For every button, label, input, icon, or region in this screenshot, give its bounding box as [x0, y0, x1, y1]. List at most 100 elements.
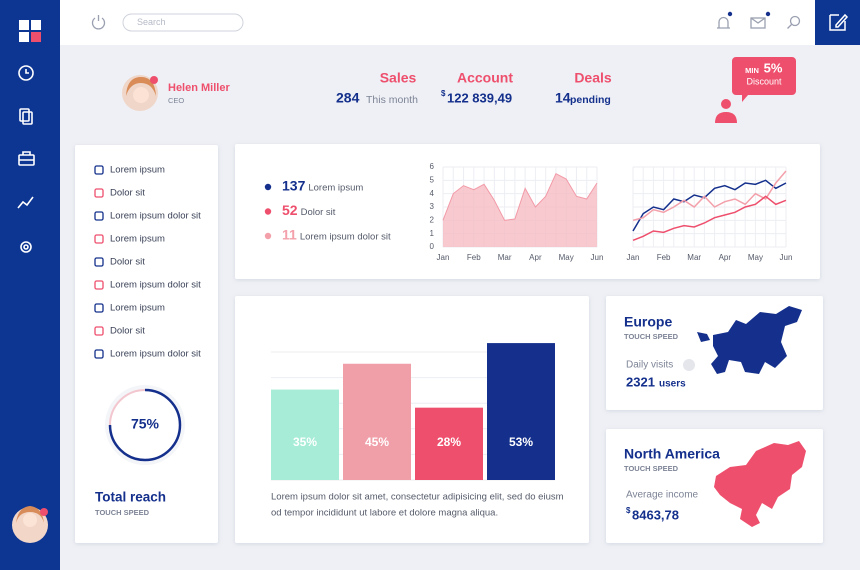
promo-label: Discount [746, 76, 782, 86]
region-value: 2321 [626, 374, 655, 389]
legend-value: 11 [282, 227, 297, 243]
x-tick-label: May [559, 253, 574, 262]
menu-icon[interactable] [94, 280, 104, 290]
nav-icons[interactable] [17, 65, 35, 253]
promo-bubble[interactable] [732, 57, 796, 102]
stat-value: 14 [555, 90, 571, 106]
menu-icon[interactable] [94, 165, 104, 175]
legend-text: Dolor sit [301, 207, 336, 218]
legend-dot [264, 232, 272, 240]
legend-text: Lorem ipsum [308, 183, 363, 194]
y-tick-label: 5 [430, 175, 435, 184]
region-label: Daily visits [626, 360, 673, 371]
x-tick-label: Mar [687, 253, 701, 262]
menu-item[interactable]: Lorem ipsum dolor sit [110, 349, 201, 360]
x-tick-label: Mar [498, 253, 512, 262]
legend-value: 137 [282, 178, 306, 194]
bar-caption: od tempor incididunt ut labore et dolore… [271, 508, 498, 519]
x-tick-label: Feb [467, 253, 481, 262]
region-label: Average income [626, 490, 699, 501]
stat-note: This month [366, 94, 418, 106]
x-tick-label: May [748, 253, 763, 262]
search-placeholder: Search [137, 17, 166, 27]
menu-item[interactable]: Lorem ipsum dolor sit [110, 280, 201, 291]
menu-icon[interactable] [94, 257, 104, 267]
bar-label: 28% [437, 435, 461, 449]
y-tick-label: 0 [430, 242, 435, 251]
line [632, 195, 787, 242]
y-tick-label: 4 [430, 189, 435, 198]
promo-prefix: MIN [745, 66, 759, 75]
x-tick-label: Feb [657, 253, 671, 262]
power-icon[interactable] [91, 15, 106, 30]
region-title: North America [624, 446, 720, 462]
bar[interactable] [487, 343, 555, 480]
bar[interactable] [415, 407, 483, 480]
menu-item[interactable]: Dolor sit [110, 257, 145, 268]
donut-label: 75% [131, 416, 160, 432]
menu-item[interactable]: Dolor sit [110, 188, 145, 199]
legend-text: Lorem ipsum dolor sit [300, 232, 391, 243]
sidebar [0, 0, 60, 570]
menu-icon[interactable] [94, 303, 104, 313]
person-icon [715, 99, 737, 123]
stat-title: Sales [380, 70, 417, 86]
y-tick-label: 1 [430, 229, 435, 238]
menu-icon[interactable] [94, 211, 104, 221]
reach-title: Total reach [95, 490, 166, 505]
menu-item[interactable]: Lorem ipsum [110, 234, 165, 245]
x-tick-label: Apr [719, 253, 732, 262]
menu-icon[interactable] [94, 188, 104, 198]
y-tick-label: 2 [430, 215, 435, 224]
user-icon [683, 359, 695, 371]
stat-title: Deals [574, 70, 612, 86]
region-unit: users [659, 379, 686, 390]
reach-subtitle: TOUCH SPEED [95, 508, 150, 517]
donut-arc [108, 388, 182, 462]
x-tick-label: Jan [627, 253, 640, 262]
area [443, 173, 597, 247]
region-value: 8463,78 [632, 507, 679, 522]
x-tick-label: Jan [437, 253, 450, 262]
menu-icon[interactable] [94, 326, 104, 336]
bar-caption: Lorem ipsum dolor sit amet, consectetur … [271, 492, 564, 503]
bar-label: 45% [365, 435, 389, 449]
search-box[interactable] [122, 13, 244, 32]
legend-dot [264, 208, 272, 215]
bar-label: 35% [293, 435, 317, 449]
menu-icon[interactable] [94, 234, 104, 244]
stat-title: Account [457, 70, 513, 86]
logo [19, 20, 41, 42]
region-subtitle: TOUCH SPEED [624, 332, 679, 341]
line [632, 170, 787, 222]
x-tick-label: Jun [591, 253, 604, 262]
y-tick-label: 3 [430, 202, 435, 211]
menu-item[interactable]: Lorem ipsum [110, 165, 165, 176]
bar[interactable] [343, 363, 411, 480]
menu-item[interactable]: Dolor sit [110, 326, 145, 337]
x-tick-label: Jun [780, 253, 793, 262]
promo-value: 5% [764, 60, 783, 75]
stat-value: 122 839,49 [447, 90, 512, 105]
america-map [714, 441, 806, 527]
stat-value: 284 [336, 90, 360, 106]
y-tick-label: 6 [430, 162, 435, 171]
stat-note: pending [570, 94, 611, 106]
line [632, 179, 787, 232]
menu-icon[interactable] [94, 349, 104, 359]
stat-currency: $ [441, 89, 446, 98]
europe-map [711, 306, 802, 374]
profile-name: Helen Miller [168, 82, 230, 94]
region-title: Europe [624, 314, 672, 330]
bar-label: 53% [509, 435, 533, 449]
region-subtitle: TOUCH SPEED [624, 464, 679, 473]
region-currency: $ [626, 506, 631, 515]
menu-item[interactable]: Lorem ipsum [110, 303, 165, 314]
bar[interactable] [271, 389, 339, 480]
menu-item[interactable]: Lorem ipsum dolor sit [110, 211, 201, 222]
profile-role: CEO [168, 96, 184, 105]
x-tick-label: Apr [529, 253, 542, 262]
top-icons[interactable] [717, 15, 801, 29]
